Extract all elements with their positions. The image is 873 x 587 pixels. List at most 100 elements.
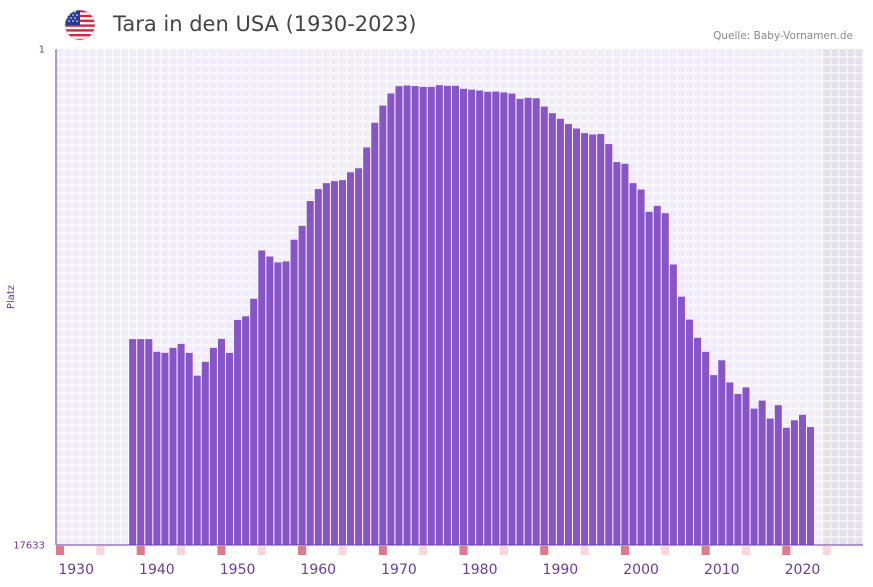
- x-tick-label: 1940: [139, 562, 175, 578]
- year-marker: [782, 546, 791, 555]
- bar-2000: [637, 189, 645, 546]
- bar-1991: [564, 124, 572, 545]
- year-marker: [136, 546, 145, 555]
- bar-1971: [403, 85, 411, 545]
- bar-1947: [209, 347, 217, 545]
- bar-1979: [468, 89, 476, 545]
- bar-1951: [242, 316, 250, 545]
- bar-1943: [177, 343, 185, 545]
- year-marker-minor: [338, 546, 347, 555]
- bar-1994: [589, 134, 597, 545]
- bar-1980: [476, 90, 484, 545]
- bar-1976: [443, 85, 451, 545]
- bar-1987: [532, 98, 540, 545]
- x-tick-label: 1960: [300, 562, 336, 578]
- bar-1941: [161, 352, 169, 545]
- year-marker: [701, 546, 710, 555]
- bar-1939: [145, 339, 153, 545]
- bar-1989: [548, 113, 556, 545]
- bar-1993: [581, 133, 589, 545]
- bar-1942: [169, 347, 177, 545]
- x-tick-label: 1980: [462, 562, 498, 578]
- bar-1966: [363, 147, 371, 546]
- bar-1968: [379, 105, 387, 545]
- bar-1970: [395, 86, 403, 546]
- bar-1996: [605, 144, 613, 545]
- bar-1938: [137, 339, 145, 545]
- year-marker: [298, 546, 307, 555]
- bar-1948: [217, 338, 225, 545]
- y-axis-label: Platz: [6, 285, 17, 309]
- bar-1954: [266, 256, 274, 545]
- year-marker-minor: [96, 546, 105, 555]
- bar-2018: [782, 427, 790, 545]
- bar-1940: [153, 351, 161, 545]
- bar-1998: [621, 163, 629, 545]
- bar-1949: [225, 352, 234, 545]
- bar-1962: [330, 181, 338, 545]
- bar-2021: [807, 427, 815, 545]
- bar-2020: [798, 414, 807, 545]
- year-marker: [540, 546, 549, 555]
- bar-1972: [411, 86, 419, 545]
- bar-1946: [201, 361, 209, 545]
- bar-1937: [129, 339, 137, 545]
- bar-2001: [645, 211, 653, 545]
- bar-1963: [338, 180, 347, 545]
- bar-1955: [274, 262, 282, 545]
- x-tick-label: 2020: [785, 562, 821, 578]
- bar-2010: [718, 360, 726, 545]
- bars-group: [129, 85, 815, 546]
- bar-1957: [290, 239, 298, 545]
- bar-1988: [540, 106, 548, 545]
- y-tick-labels: 1 17633: [13, 45, 45, 552]
- bar-1981: [484, 91, 492, 545]
- year-marker-minor: [741, 546, 751, 555]
- x-tick-label: 1930: [58, 562, 94, 578]
- year-marker-minor: [822, 546, 831, 555]
- year-markers: [56, 546, 831, 555]
- grid-lines: [55, 49, 864, 545]
- source-label: Quelle: Baby-Vornamen.de: [713, 30, 853, 42]
- chart-title: Tara in den USA (1930-2023): [113, 12, 417, 36]
- y-tick-label: 17633: [13, 541, 45, 552]
- bar-1967: [371, 122, 379, 546]
- bar-1953: [258, 250, 266, 545]
- bar-2004: [669, 264, 677, 545]
- bar-1944: [185, 352, 193, 545]
- y-tick-label: 1: [39, 45, 45, 56]
- bar-1975: [435, 85, 443, 545]
- bar-2019: [790, 420, 798, 545]
- year-marker-minor: [419, 546, 428, 555]
- bar-2015: [758, 400, 766, 545]
- bar-1999: [629, 183, 637, 546]
- bar-1956: [282, 261, 290, 545]
- bar-2016: [766, 418, 774, 545]
- x-tick-label: 2010: [704, 562, 740, 578]
- bar-1995: [597, 134, 605, 545]
- bar-1977: [451, 85, 459, 545]
- bar-1958: [298, 225, 306, 545]
- bar-1965: [355, 168, 363, 545]
- bar-1992: [572, 128, 581, 546]
- year-marker-minor: [177, 546, 186, 555]
- bar-1950: [234, 319, 242, 545]
- bar-2012: [734, 393, 742, 545]
- bar-1960: [314, 189, 322, 545]
- x-tick-label: 2000: [623, 562, 659, 578]
- bar-2011: [726, 382, 734, 545]
- bar-2003: [661, 213, 669, 545]
- year-marker-minor: [257, 546, 266, 555]
- year-marker: [620, 546, 629, 555]
- bar-1982: [492, 91, 500, 545]
- bar-1964: [347, 172, 355, 545]
- year-marker: [56, 546, 65, 555]
- bar-1990: [556, 118, 564, 545]
- year-marker-minor: [661, 546, 670, 555]
- x-tick-label: 1990: [543, 562, 579, 578]
- bar-2007: [694, 337, 702, 545]
- year-marker-minor: [499, 546, 508, 555]
- x-tick-label: 1950: [220, 562, 256, 578]
- bar-1959: [306, 201, 314, 546]
- bar-1974: [427, 86, 435, 545]
